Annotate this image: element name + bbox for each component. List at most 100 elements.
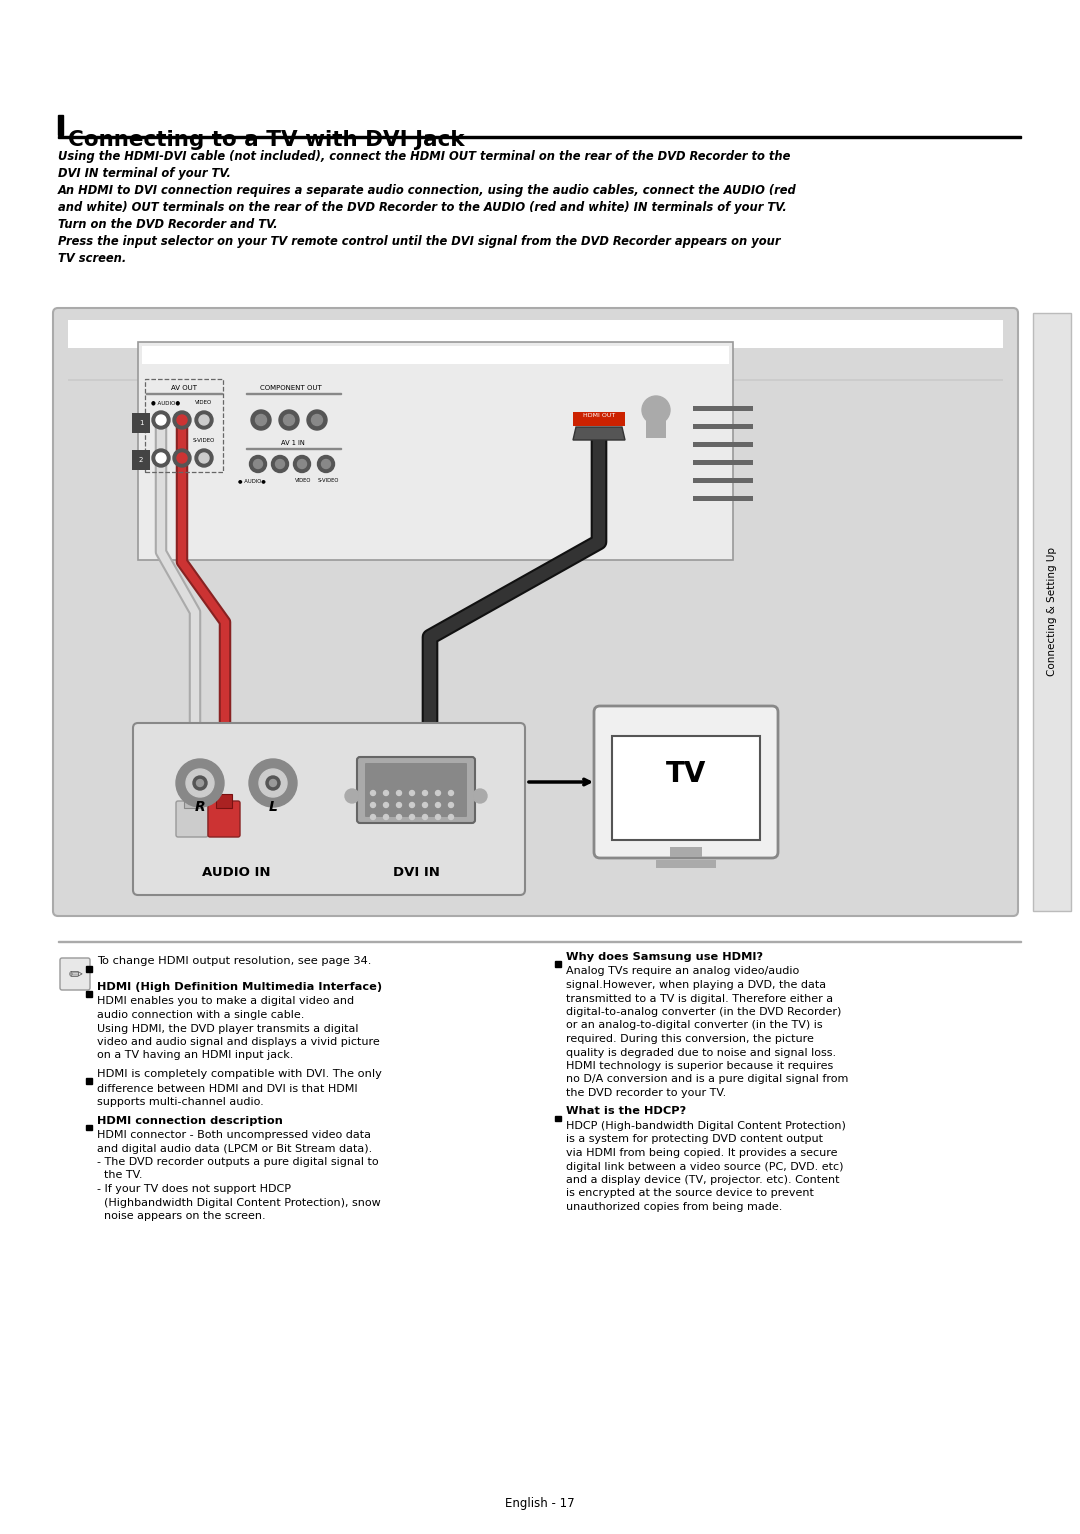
Circle shape (473, 788, 487, 802)
Circle shape (448, 815, 454, 819)
Circle shape (186, 769, 214, 798)
Bar (555, 962, 561, 966)
Bar (693, 479, 753, 483)
Circle shape (422, 802, 428, 807)
Text: HDMI is completely compatible with DVI. The only: HDMI is completely compatible with DVI. … (97, 1069, 382, 1078)
Text: Press the input selector on your TV remote control until the DVI signal from the: Press the input selector on your TV remo… (58, 235, 781, 249)
Bar (86, 991, 92, 997)
Circle shape (435, 815, 441, 819)
Bar (216, 795, 232, 808)
Text: 2: 2 (139, 457, 144, 463)
Circle shape (266, 776, 280, 790)
Text: on a TV having an HDMI input jack.: on a TV having an HDMI input jack. (97, 1051, 294, 1060)
Text: required. During this conversion, the picture: required. During this conversion, the pi… (566, 1034, 814, 1045)
Text: What is the HDCP?: What is the HDCP? (566, 1106, 686, 1117)
Circle shape (156, 453, 166, 463)
Circle shape (294, 456, 311, 472)
Bar (86, 966, 92, 971)
Circle shape (435, 802, 441, 807)
Text: Connecting & Setting Up: Connecting & Setting Up (1047, 548, 1057, 676)
Text: TV screen.: TV screen. (58, 252, 126, 265)
Bar (693, 495, 753, 502)
Bar (58, 115, 63, 135)
Circle shape (249, 456, 267, 472)
Bar (68, 321, 1003, 348)
Text: HDCP (High-bandwidth Digital Content Protection): HDCP (High-bandwidth Digital Content Pro… (566, 1121, 846, 1131)
Text: quality is degraded due to noise and signal loss.: quality is degraded due to noise and sig… (566, 1048, 836, 1057)
Text: COMPONENT OUT: COMPONENT OUT (260, 385, 322, 391)
Circle shape (275, 460, 284, 468)
Text: An HDMI to DVI connection requires a separate audio connection, using the audio : An HDMI to DVI connection requires a sep… (58, 184, 797, 196)
Circle shape (152, 449, 170, 466)
Bar (86, 1124, 92, 1131)
Circle shape (173, 449, 191, 466)
Circle shape (197, 779, 203, 787)
Text: Analog TVs require an analog video/audio: Analog TVs require an analog video/audio (566, 966, 799, 977)
Bar (573, 413, 625, 426)
Circle shape (318, 456, 335, 472)
FancyBboxPatch shape (176, 801, 208, 838)
Text: Connecting to a TV with DVI Jack: Connecting to a TV with DVI Jack (68, 130, 464, 150)
Text: is a system for protecting DVD content output: is a system for protecting DVD content o… (566, 1135, 823, 1144)
Text: L: L (269, 801, 278, 815)
Text: TV: TV (665, 759, 706, 788)
Circle shape (448, 802, 454, 807)
Circle shape (307, 410, 327, 430)
Circle shape (345, 788, 359, 802)
Text: noise appears on the screen.: noise appears on the screen. (97, 1210, 266, 1221)
Circle shape (409, 802, 415, 807)
Text: the TV.: the TV. (97, 1170, 143, 1181)
Polygon shape (573, 426, 625, 440)
Circle shape (422, 815, 428, 819)
Bar (555, 1115, 561, 1121)
Text: difference between HDMI and DVI is that HDMI: difference between HDMI and DVI is that … (97, 1083, 357, 1094)
Circle shape (270, 779, 276, 787)
Circle shape (409, 790, 415, 796)
Bar (86, 1078, 92, 1083)
Text: ✏: ✏ (68, 965, 82, 983)
Circle shape (256, 414, 267, 425)
Circle shape (156, 416, 166, 425)
Text: audio connection with a single cable.: audio connection with a single cable. (97, 1009, 305, 1020)
Circle shape (409, 815, 415, 819)
Circle shape (370, 815, 376, 819)
Text: Using HDMI, the DVD player transmits a digital: Using HDMI, the DVD player transmits a d… (97, 1023, 359, 1034)
Text: HDMI OUT: HDMI OUT (583, 413, 616, 417)
Circle shape (383, 802, 389, 807)
Bar (68, 379, 1003, 380)
Circle shape (271, 456, 288, 472)
Circle shape (383, 790, 389, 796)
Text: Using the HDMI-DVI cable (not included), connect the HDMI OUT terminal on the re: Using the HDMI-DVI cable (not included),… (58, 150, 791, 163)
Circle shape (199, 453, 210, 463)
Text: S-VIDEO: S-VIDEO (318, 479, 339, 483)
Text: DVI IN terminal of your TV.: DVI IN terminal of your TV. (58, 167, 231, 179)
Circle shape (195, 449, 213, 466)
Text: and a display device (TV, projector. etc). Content: and a display device (TV, projector. etc… (566, 1175, 839, 1184)
Circle shape (297, 460, 307, 468)
Text: Why does Samsung use HDMI?: Why does Samsung use HDMI? (566, 953, 762, 962)
FancyBboxPatch shape (365, 762, 467, 818)
Text: signal.However, when playing a DVD, the data: signal.However, when playing a DVD, the … (566, 980, 826, 989)
Text: HDMI (High Definition Multimedia Interface): HDMI (High Definition Multimedia Interfa… (97, 982, 382, 992)
Bar (670, 847, 702, 858)
Circle shape (370, 790, 376, 796)
Circle shape (311, 414, 323, 425)
Bar (141, 347, 729, 364)
FancyBboxPatch shape (208, 801, 240, 838)
Text: DVI IN: DVI IN (392, 867, 440, 879)
Text: Turn on the DVD Recorder and TV.: Turn on the DVD Recorder and TV. (58, 218, 278, 232)
Text: AV 1 IN: AV 1 IN (281, 440, 305, 446)
Text: HDMI enables you to make a digital video and: HDMI enables you to make a digital video… (97, 997, 354, 1006)
Bar (693, 460, 753, 465)
FancyBboxPatch shape (60, 959, 90, 989)
Text: digital-to-analog converter (in the DVD Recorder): digital-to-analog converter (in the DVD … (566, 1006, 841, 1017)
Text: and digital audio data (LPCM or Bit Stream data).: and digital audio data (LPCM or Bit Stre… (97, 1143, 373, 1154)
Bar (646, 408, 666, 439)
Circle shape (251, 410, 271, 430)
Text: ● AUDIO●: ● AUDIO● (151, 400, 180, 405)
Circle shape (448, 790, 454, 796)
Bar (138, 342, 733, 560)
Text: AUDIO IN: AUDIO IN (202, 867, 270, 879)
Bar (612, 736, 760, 841)
Text: video and audio signal and displays a vivid picture: video and audio signal and displays a vi… (97, 1037, 380, 1048)
